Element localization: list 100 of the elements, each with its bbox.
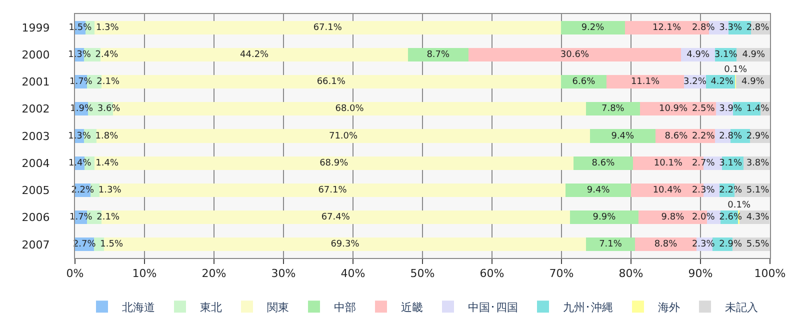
data-label: 1.4% <box>68 158 92 168</box>
x-tick-label: 100% <box>754 267 786 280</box>
x-tick-label: 30% <box>271 267 296 280</box>
bar <box>560 20 625 34</box>
data-label: 2.3% <box>692 240 716 250</box>
data-label: 9.9% <box>592 212 616 223</box>
x-tick-label: 0% <box>66 267 84 280</box>
data-label: 2.9% <box>719 240 742 250</box>
data-label: 1.7% <box>69 77 93 88</box>
legend-label: 未記入 <box>725 300 758 314</box>
legend-label: 海外 <box>658 300 680 314</box>
legend-label: 中部 <box>334 300 356 314</box>
data-label: 66.1% <box>316 77 346 88</box>
legend-label: 北海道 <box>122 300 155 314</box>
data-label: 1.4% <box>96 158 119 168</box>
data-label: 0.1% <box>724 64 748 75</box>
data-label: 4.9% <box>742 77 765 88</box>
data-label: 3.3% <box>719 22 742 33</box>
x-tick-label: 10% <box>132 267 157 280</box>
data-label: 8.7% <box>426 50 450 60</box>
data-label: 1.4% <box>746 104 770 114</box>
data-label: 9.4% <box>611 131 635 142</box>
data-label: 3.1% <box>719 158 742 168</box>
data-label: 3.1% <box>714 50 738 60</box>
data-label: 5.5% <box>746 240 770 250</box>
x-tick-label: 60% <box>480 267 504 280</box>
y-tick-label: 2007 <box>22 238 50 252</box>
data-label: 71.0% <box>328 131 358 142</box>
data-label: 2.5% <box>692 104 716 114</box>
legend-label: 中国･四国 <box>468 300 518 314</box>
bar <box>570 210 639 224</box>
legend-label: 東北 <box>200 300 222 314</box>
legend-label: 関東 <box>267 300 289 314</box>
data-label: 67.1% <box>318 185 348 196</box>
data-label: 3.8% <box>746 158 770 168</box>
data-label: 44.2% <box>240 50 270 60</box>
x-tick-label: 20% <box>202 267 226 280</box>
data-label: 4.9% <box>742 50 766 60</box>
data-label: 3.9% <box>719 104 742 114</box>
data-label: 3.2% <box>684 77 707 88</box>
data-label: 1.5% <box>68 22 92 33</box>
bar <box>586 238 636 252</box>
bar <box>96 129 590 143</box>
data-label: 30.6% <box>560 50 590 60</box>
data-label: 2.9% <box>746 131 770 142</box>
data-label: 2.7% <box>692 158 716 168</box>
data-label: 9.4% <box>586 185 610 196</box>
x-tick-label: 80% <box>618 267 644 280</box>
bar <box>99 183 566 197</box>
data-label: 1.9% <box>70 104 94 114</box>
data-label: 1.3% <box>68 50 92 60</box>
bar <box>606 75 684 89</box>
data-label: 10.4% <box>652 185 682 196</box>
data-label: 8.6% <box>664 131 688 142</box>
y-tick-label: 2002 <box>22 102 50 116</box>
data-label: 67.4% <box>321 212 350 223</box>
data-label: 68.0% <box>335 104 364 114</box>
x-tick-label: 70% <box>549 267 574 280</box>
data-label: 2.8% <box>719 131 742 142</box>
data-label: 2.8% <box>692 22 716 33</box>
data-label: 12.1% <box>652 22 682 33</box>
bar <box>590 129 656 143</box>
x-tick-label: 90% <box>688 267 713 280</box>
data-label: 9.8% <box>661 212 685 223</box>
y-tick-label: 2005 <box>22 184 50 198</box>
legend-label: 九州･沖縄 <box>563 300 613 314</box>
data-label: 2.2% <box>692 131 716 142</box>
y-tick-label: 2000 <box>22 48 50 62</box>
data-label: 69.3% <box>330 240 360 250</box>
x-tick-label: 50% <box>410 267 435 280</box>
data-label: 2.1% <box>96 212 120 223</box>
x-tick-label: 40% <box>340 267 366 280</box>
data-label: 2.0% <box>692 212 716 223</box>
data-label: 1.3% <box>68 131 92 142</box>
data-label: 8.6% <box>592 158 616 168</box>
data-label: 7.8% <box>601 104 625 114</box>
data-label: 11.1% <box>630 77 660 88</box>
data-label: 9.2% <box>581 22 605 33</box>
data-label: 8.8% <box>654 240 678 250</box>
data-label: 0.1% <box>728 200 751 210</box>
legend-label: 近畿 <box>401 300 423 314</box>
y-tick-label: 2003 <box>22 130 50 143</box>
data-label: 1.3% <box>96 22 120 33</box>
data-label: 1.7% <box>69 212 93 223</box>
y-tick-label: 1999 <box>22 21 50 34</box>
data-label: 6.6% <box>572 77 596 88</box>
bar <box>566 183 631 197</box>
data-label: 68.9% <box>320 158 349 168</box>
data-label: 10.1% <box>654 158 683 168</box>
data-label: 2.8% <box>746 22 770 33</box>
data-label: 4.9% <box>686 50 710 60</box>
bar <box>468 48 682 62</box>
y-tick-label: 2001 <box>22 76 50 89</box>
y-tick-label: 2006 <box>22 211 50 224</box>
data-label: 1.8% <box>95 131 119 142</box>
data-label: 4.3% <box>746 212 770 223</box>
data-label: 4.2% <box>710 77 734 88</box>
data-label: 7.1% <box>599 240 622 250</box>
bar <box>94 156 574 170</box>
data-label: 2.1% <box>96 77 120 88</box>
